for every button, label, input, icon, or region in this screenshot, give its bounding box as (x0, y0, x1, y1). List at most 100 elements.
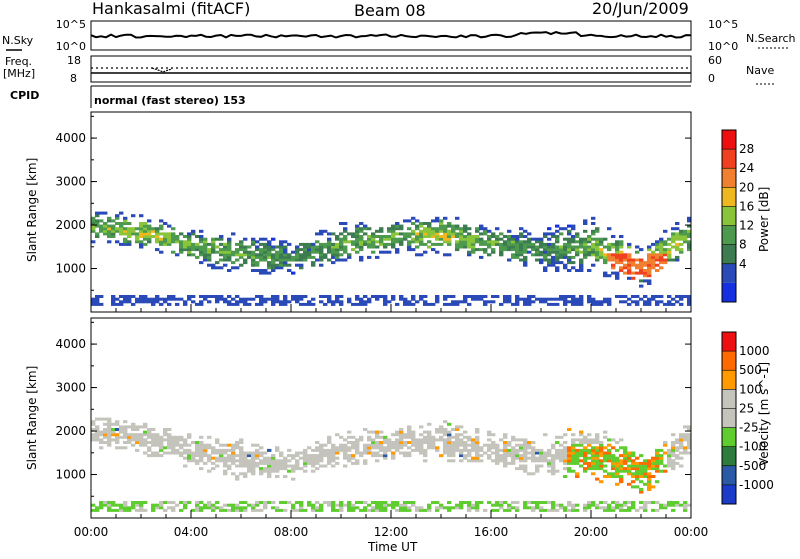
power-cell (587, 297, 592, 301)
velocity-cell (107, 438, 112, 442)
power-cell (519, 240, 524, 244)
velocity-cell (215, 448, 220, 452)
velocity-cell (395, 446, 400, 450)
velocity-cell (471, 456, 476, 460)
velocity-cell (575, 459, 580, 463)
power-cell (355, 245, 360, 249)
power-cell (455, 300, 460, 304)
velocity-cell (279, 461, 284, 465)
power-cell (275, 245, 280, 249)
power-cell (135, 297, 140, 301)
velocity-cell (147, 430, 152, 434)
power-cell (643, 295, 648, 298)
velocity-cell (603, 446, 608, 450)
velocity-cell (291, 469, 296, 473)
velocity-cell (327, 456, 332, 460)
power-cell (131, 295, 136, 298)
power-cell (391, 295, 396, 298)
power-cell (223, 258, 228, 262)
velocity-cell (135, 501, 140, 504)
power-cell (591, 297, 596, 301)
velocity-cell (507, 448, 512, 452)
power-cell (607, 302, 612, 306)
velocity-cell (315, 501, 320, 504)
power-cell (563, 297, 568, 301)
power-cell (95, 224, 100, 228)
velocity-cell (583, 456, 588, 460)
velocity-cell (431, 438, 436, 442)
power-cell (107, 219, 112, 223)
velocity-cell (607, 451, 612, 455)
velocity-cell (523, 467, 528, 471)
velocity-cell (99, 430, 104, 434)
velocity-cell (575, 472, 580, 476)
velocity-cell (671, 467, 676, 471)
velocity-cell (395, 503, 400, 507)
power-cell (187, 248, 192, 252)
power-cell (111, 302, 116, 306)
power-cell (379, 227, 384, 231)
velocity-cell (147, 428, 152, 431)
power-cell (127, 235, 132, 238)
velocity-cell (619, 454, 624, 458)
power-cell (255, 245, 260, 249)
power-cell (387, 237, 392, 241)
power-cell (243, 261, 248, 265)
velocity-cell (667, 448, 672, 452)
power-cell (451, 300, 456, 304)
power-cell (631, 258, 636, 262)
velocity-cell (671, 433, 676, 437)
power-cell (555, 224, 560, 228)
velocity-cell (459, 454, 464, 458)
power-cell (543, 248, 548, 252)
power-cell (535, 253, 540, 257)
power-cell (427, 240, 432, 244)
velocity-cell (535, 503, 540, 507)
velocity-cell (251, 443, 256, 447)
power-cell (467, 242, 472, 246)
velocity-cell (155, 441, 160, 444)
power-cell (467, 240, 472, 244)
power-cell (163, 237, 168, 241)
y-tick-label: 3000 (55, 381, 86, 395)
power-cell (267, 261, 272, 265)
velocity-cell (91, 428, 96, 431)
power-cell (587, 248, 592, 252)
power-cell (591, 300, 596, 304)
velocity-cell (415, 441, 420, 444)
velocity-cell (279, 467, 284, 471)
power-cell (283, 255, 288, 259)
velocity-cell (655, 461, 660, 465)
velocity-cell (687, 446, 692, 450)
velocity-cell (687, 433, 692, 437)
power-cell (511, 302, 516, 306)
power-cell (571, 237, 576, 241)
power-cell (635, 245, 640, 249)
power-cell (251, 297, 256, 301)
power-cell (259, 237, 264, 241)
power-cell (303, 295, 308, 298)
power-cell (311, 242, 316, 246)
power-cell (299, 258, 304, 262)
power-cell (331, 248, 336, 252)
velocity-cell (615, 501, 620, 504)
power-cell (579, 300, 584, 304)
velocity-cell (251, 451, 256, 455)
velocity-cell (475, 435, 480, 439)
power-cell (263, 271, 268, 275)
velocity-cell (407, 508, 412, 512)
velocity-cell (259, 446, 264, 450)
power-cell (447, 222, 452, 225)
power-cell (179, 297, 184, 301)
power-cell (271, 245, 276, 249)
velocity-cell (371, 446, 376, 450)
power-cell (347, 255, 352, 259)
power-cell (327, 232, 332, 236)
velocity-cell (455, 433, 460, 437)
power-cell (507, 242, 512, 246)
velocity-cell (555, 451, 560, 455)
power-cell (423, 232, 428, 236)
power-cell (179, 245, 184, 249)
velocity-cell (315, 459, 320, 463)
